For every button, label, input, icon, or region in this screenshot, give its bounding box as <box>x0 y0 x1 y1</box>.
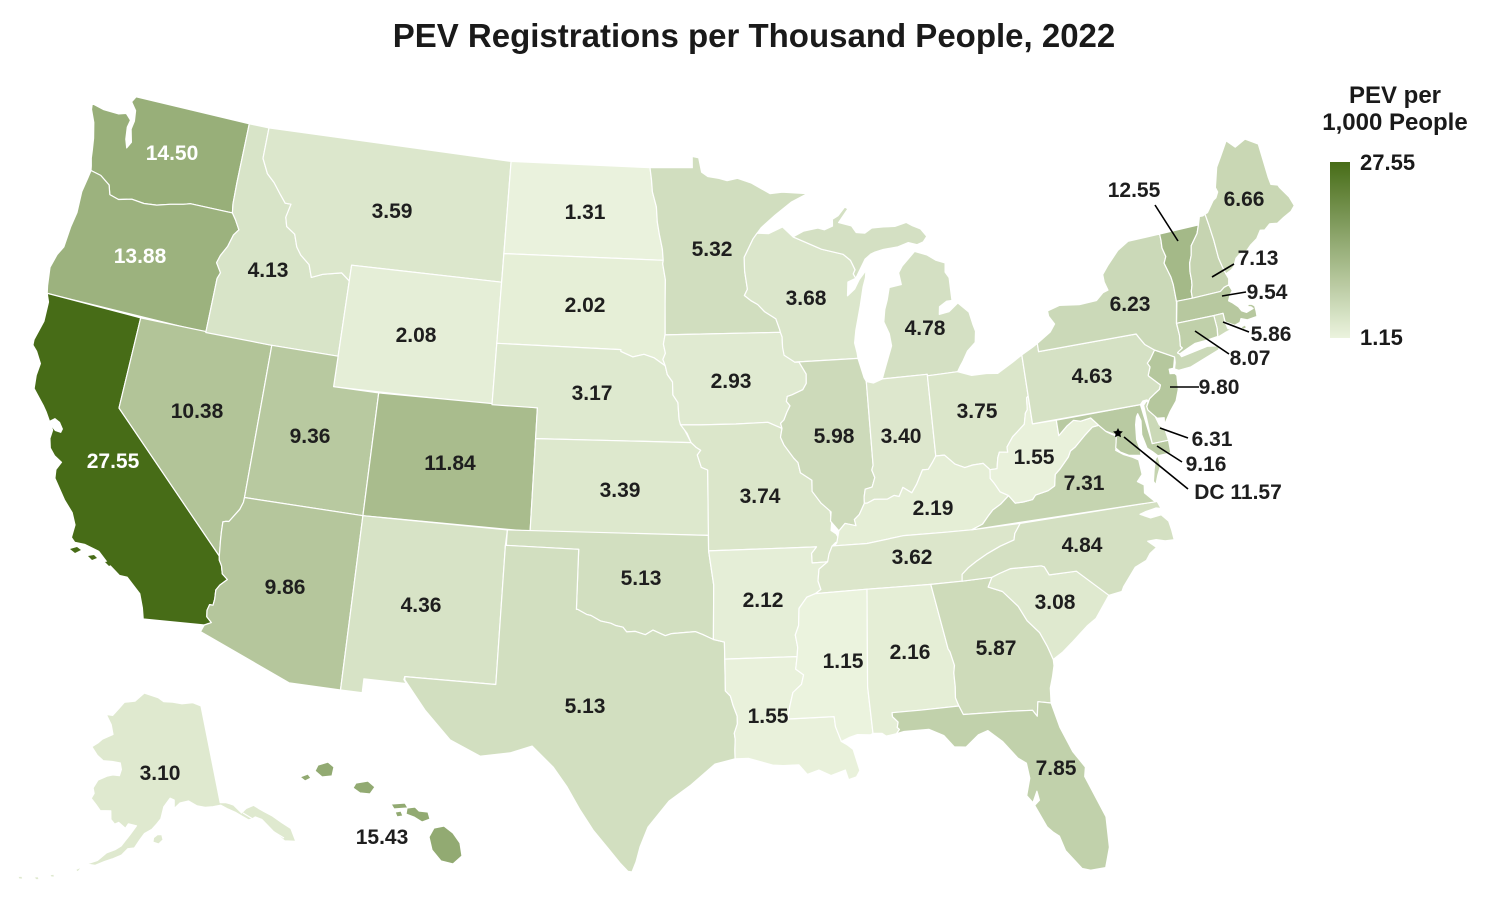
svg-text:4.84: 4.84 <box>1062 534 1103 557</box>
svg-text:7.31: 7.31 <box>1064 472 1105 495</box>
svg-text:3.75: 3.75 <box>957 400 998 423</box>
svg-text:PEV Registrations per Thousand: PEV Registrations per Thousand People, 2… <box>393 17 1116 54</box>
svg-text:7.85: 7.85 <box>1036 757 1077 780</box>
svg-text:1,000 People: 1,000 People <box>1322 109 1467 136</box>
svg-text:4.13: 4.13 <box>248 259 289 282</box>
svg-text:8.07: 8.07 <box>1230 347 1271 370</box>
svg-text:4.63: 4.63 <box>1072 365 1113 388</box>
svg-text:11.84: 11.84 <box>424 452 476 475</box>
svg-text:5.86: 5.86 <box>1251 323 1292 346</box>
svg-text:2.02: 2.02 <box>565 294 606 317</box>
svg-text:4.78: 4.78 <box>905 317 946 340</box>
svg-text:3.10: 3.10 <box>140 762 181 785</box>
svg-text:14.50: 14.50 <box>146 142 199 165</box>
svg-text:9.16: 9.16 <box>1186 453 1227 476</box>
svg-text:9.36: 9.36 <box>290 425 331 448</box>
svg-text:DC 11.57: DC 11.57 <box>1194 481 1282 504</box>
svg-text:6.31: 6.31 <box>1192 428 1233 451</box>
svg-text:5.32: 5.32 <box>692 238 733 261</box>
svg-text:3.68: 3.68 <box>786 287 827 310</box>
svg-text:15.43: 15.43 <box>356 826 409 849</box>
svg-text:5.87: 5.87 <box>976 637 1017 660</box>
svg-text:1.31: 1.31 <box>565 201 606 224</box>
svg-text:3.39: 3.39 <box>600 479 641 502</box>
svg-text:5.13: 5.13 <box>565 695 606 718</box>
svg-text:2.12: 2.12 <box>743 589 784 612</box>
svg-text:1.55: 1.55 <box>748 705 789 728</box>
svg-text:5.98: 5.98 <box>814 425 855 448</box>
svg-text:4.36: 4.36 <box>401 594 442 617</box>
svg-text:PEV per: PEV per <box>1349 82 1441 109</box>
svg-text:1.15: 1.15 <box>1360 325 1403 350</box>
svg-text:3.74: 3.74 <box>740 485 781 508</box>
svg-text:3.62: 3.62 <box>892 546 933 569</box>
svg-text:5.13: 5.13 <box>621 567 662 590</box>
svg-text:9.86: 9.86 <box>265 576 306 599</box>
svg-text:2.16: 2.16 <box>890 641 931 664</box>
svg-text:3.08: 3.08 <box>1035 591 1076 614</box>
svg-text:3.40: 3.40 <box>881 425 922 448</box>
svg-text:6.23: 6.23 <box>1110 293 1151 316</box>
svg-text:10.38: 10.38 <box>171 400 224 423</box>
svg-text:6.66: 6.66 <box>1224 188 1265 211</box>
svg-text:12.55: 12.55 <box>1108 179 1161 202</box>
svg-text:1.15: 1.15 <box>823 650 864 673</box>
svg-text:3.17: 3.17 <box>572 382 613 405</box>
svg-text:27.55: 27.55 <box>1360 150 1415 175</box>
svg-text:2.19: 2.19 <box>913 497 954 520</box>
svg-text:3.59: 3.59 <box>372 200 413 223</box>
svg-text:2.08: 2.08 <box>396 324 437 347</box>
svg-text:9.54: 9.54 <box>1247 281 1288 304</box>
svg-text:27.55: 27.55 <box>87 450 140 473</box>
svg-text:13.88: 13.88 <box>114 245 167 268</box>
svg-text:9.80: 9.80 <box>1199 376 1240 399</box>
svg-text:2.93: 2.93 <box>711 370 752 393</box>
svg-text:7.13: 7.13 <box>1238 247 1279 270</box>
svg-text:1.55: 1.55 <box>1014 446 1055 469</box>
